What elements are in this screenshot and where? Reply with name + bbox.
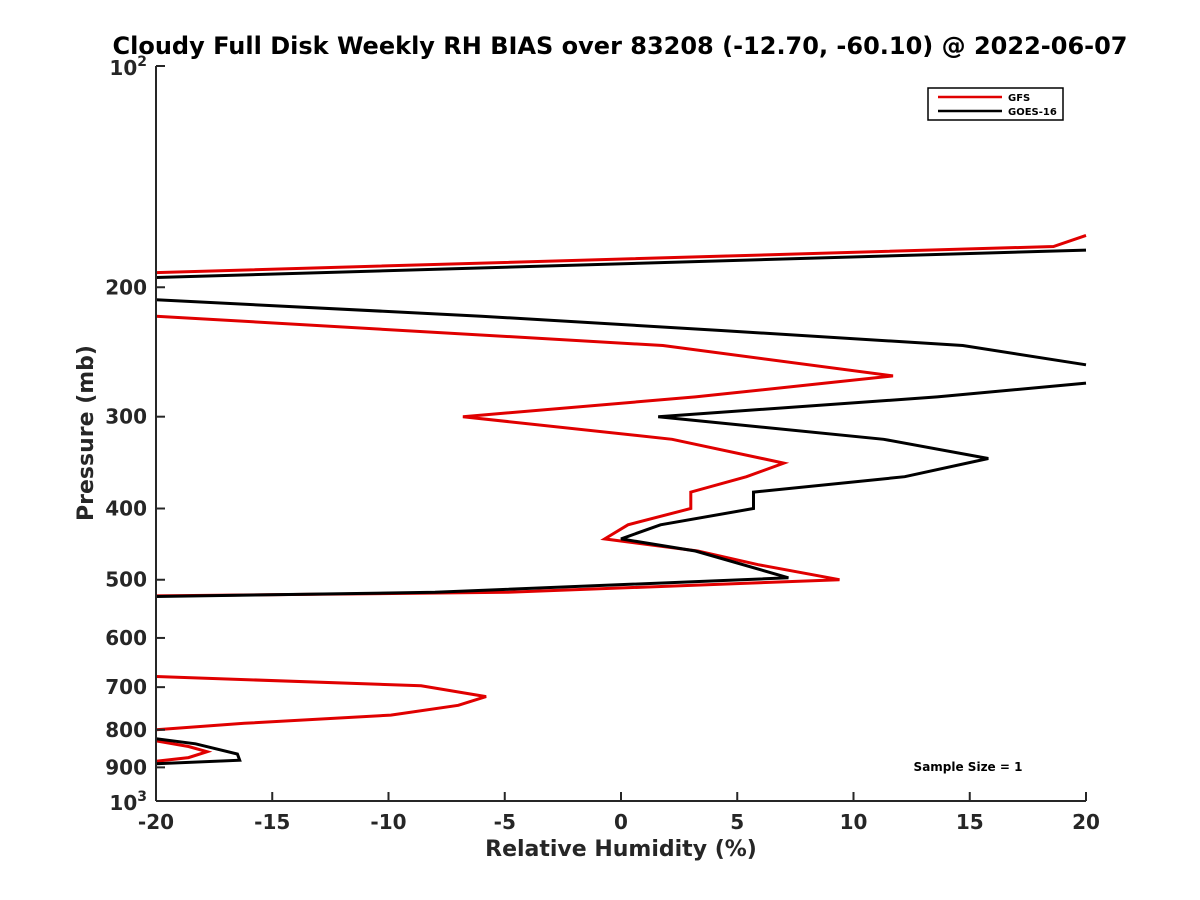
sample-size-annotation: Sample Size = 1 [914, 760, 1023, 774]
y-ticks: 102 200 300 400 500 600 700 800 900 103 [105, 54, 165, 815]
x-tick-label-2: -10 [370, 810, 406, 834]
series-line-goes-16-segment-3 [156, 381, 1087, 598]
y-axis-label: Pressure (mb) [74, 345, 99, 521]
y-tick-label-3: 400 [105, 497, 147, 521]
series-line-goes-16-segment-1 [156, 248, 1087, 279]
legend-label-gfs: GFS [1008, 93, 1030, 104]
series-line-goes-16-segment-2 [156, 298, 1087, 367]
x-tick-label-5: 5 [730, 810, 744, 834]
series-line-gfs-segment-3 [156, 675, 487, 732]
chart-title: Cloudy Full Disk Weekly RH BIAS over 832… [113, 32, 1128, 60]
x-tick-label-3: -5 [494, 810, 516, 834]
x-tick-label-0: -20 [138, 810, 174, 834]
x-tick-label-6: 10 [840, 810, 868, 834]
series-line-gfs-segment-2 [156, 314, 894, 598]
series-line-gfs-segment-1 [156, 233, 1087, 275]
x-tick-label-4: 0 [614, 810, 628, 834]
y-tick-label-1: 200 [105, 275, 147, 299]
series-line-gfs-segment-4 [156, 739, 213, 763]
legend-box [927, 87, 1064, 121]
y-tick-label-4: 500 [105, 568, 147, 592]
legend: GFS GOES-16 [927, 87, 1064, 121]
y-tick-label-9: 103 [109, 789, 147, 815]
x-tick-label-1: -15 [254, 810, 290, 834]
legend-label-goes-16: GOES-16 [1008, 107, 1057, 118]
x-tick-label-7: 15 [956, 810, 984, 834]
y-tick-label-2: 300 [105, 405, 147, 429]
x-axis-label: Relative Humidity (%) [485, 837, 757, 862]
y-tick-label-7: 800 [105, 718, 147, 742]
series-line-goes-16-segment-4 [156, 737, 242, 766]
y-tick-label-8: 900 [105, 755, 147, 779]
series-layer [156, 233, 1087, 766]
y-tick-label-0: 102 [109, 54, 147, 80]
x-ticks: -20 -15 -10 -5 0 5 10 15 20 [138, 792, 1100, 834]
y-tick-label-6: 700 [105, 675, 147, 699]
x-tick-label-8: 20 [1072, 810, 1100, 834]
y-tick-label-5: 600 [105, 626, 147, 650]
